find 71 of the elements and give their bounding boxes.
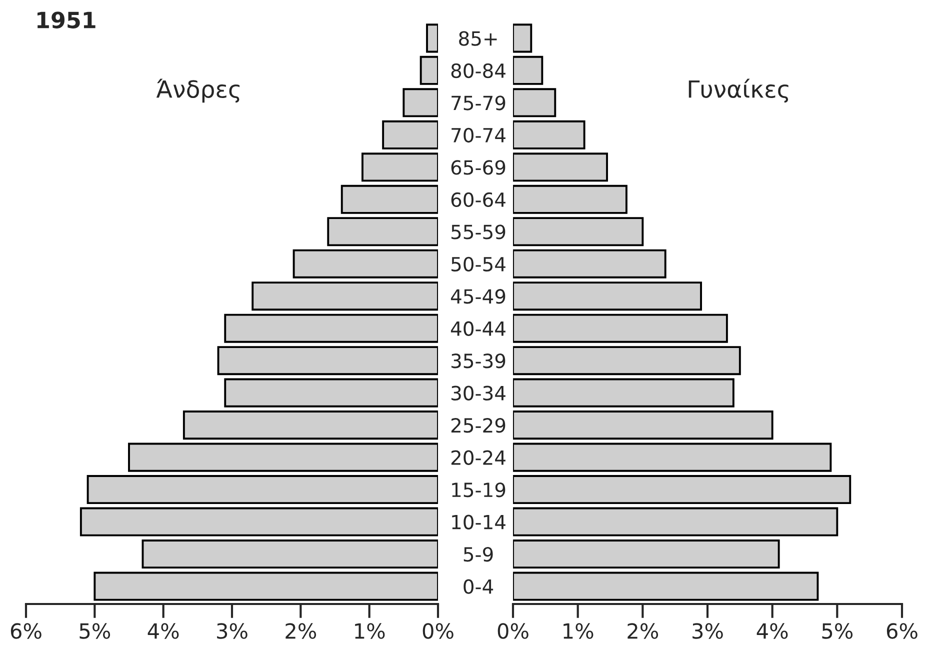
x-tick-label: 3% [692,623,723,639]
bar [513,184,628,214]
y-tick-label: 80-84 [451,63,506,78]
bar [292,249,438,278]
bar [327,217,438,246]
y-tick-label: 55-59 [452,224,506,240]
bar [182,410,438,440]
chart-title: 1951 [38,12,96,28]
y-tick-label: 30-34 [452,386,506,400]
y-tick-label: 35-39 [452,354,506,368]
bar [80,507,438,536]
bar [86,475,438,504]
x-tick-label: 4% [148,623,179,639]
bar [420,56,438,85]
bar [513,120,586,150]
y-tick-label: 50-54 [452,256,506,272]
x-tick-label: 2% [286,623,316,639]
bar [513,540,780,569]
bar [94,572,438,601]
bar [513,217,644,246]
annotation: Γυναίκες [688,78,788,103]
x-tick-label: 6% [10,623,42,639]
y-tick-label: 60-64 [451,192,506,208]
bar [513,88,556,118]
bar [513,56,544,85]
x-tick-label: 0% [498,623,528,639]
bar [224,314,438,343]
bar [426,24,438,53]
bar [513,442,832,472]
x-tick-label: 1% [564,623,594,639]
x-tick-label: 5% [80,623,110,639]
y-tick-label: 15-19 [452,482,506,498]
bar [382,120,438,150]
y-tick-label: 75-79 [452,96,506,110]
y-tick-label: 70-74 [452,128,506,143]
y-tick-label: 85+ [459,31,497,46]
bar [224,378,438,408]
bar [513,152,608,182]
bar [217,346,438,376]
y-tick-label: 10-14 [452,514,506,530]
bar [513,572,819,601]
bar [513,475,852,504]
y-tick-label: 25-29 [451,418,506,433]
bar [252,282,438,311]
y-tick-label: 45-49 [450,289,506,304]
bar [513,314,728,343]
bar [361,152,438,182]
bar [513,378,734,408]
bar [513,346,741,376]
y-tick-label: 20-24 [451,450,506,465]
bar [402,88,438,118]
x-tick-label: 6% [886,623,918,639]
bar [340,184,438,214]
bar [513,507,838,536]
x-tick-label: 1% [355,623,385,639]
bar [513,410,774,440]
annotation: Άνδρες [156,78,240,103]
bar [513,282,702,311]
bar [128,442,438,472]
bar [513,24,532,53]
y-tick-label: 0-4 [464,579,494,594]
bar [142,540,438,569]
x-tick-label: 0% [422,623,454,639]
x-tick-label: 3% [217,623,248,639]
y-tick-label: 5-9 [464,546,493,562]
x-tick-label: 5% [822,623,853,639]
x-tick-label: 4% [756,623,788,639]
y-tick-label: 40-44 [450,321,506,336]
x-tick-label: 2% [628,623,658,639]
bar [513,249,666,278]
y-tick-label: 65-69 [451,160,506,175]
